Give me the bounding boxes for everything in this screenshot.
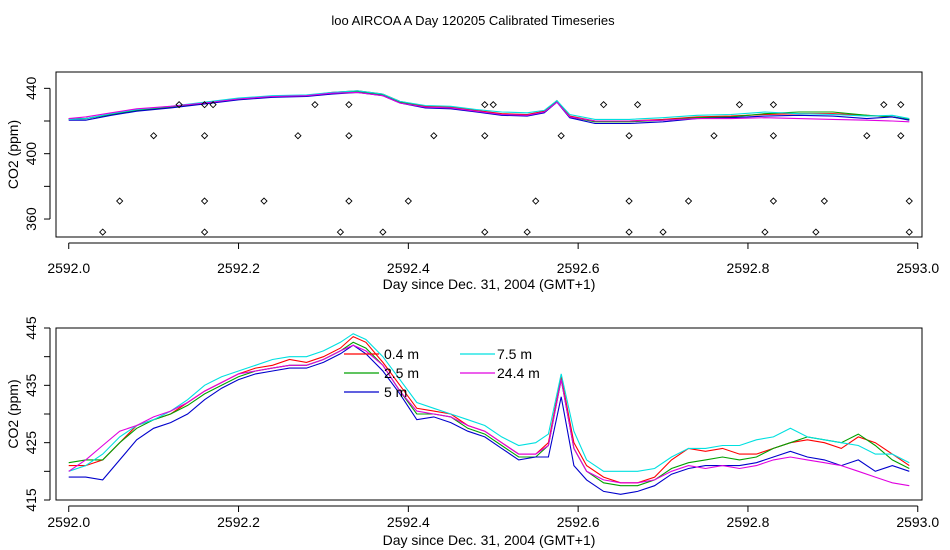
scatter-point xyxy=(812,228,820,236)
scatter-point xyxy=(897,101,905,109)
x-tick-label: 2592.0 xyxy=(47,514,90,530)
scatter-point xyxy=(200,228,209,236)
scatter-point xyxy=(481,101,489,109)
scatter-point xyxy=(735,101,744,109)
series-line-0-4-m xyxy=(68,335,910,484)
y-tick-label: 400 xyxy=(23,142,39,166)
scatter-point xyxy=(625,197,633,205)
top-panel: 2592.0 2592.2 2592.4 2592.6 2592.8 2593.0 Day … xyxy=(5,71,939,292)
legend: 0.4 m 2.5 m 5 m 7.5 m 24.4 m xyxy=(344,346,540,400)
series-line-7-5-m xyxy=(68,333,910,472)
scatter-point xyxy=(820,197,828,205)
scatter-point xyxy=(557,132,565,140)
scatter-point xyxy=(659,228,667,236)
x-tick-label: 2592.2 xyxy=(217,260,260,276)
scatter-point xyxy=(200,132,209,140)
legend-label: 24.4 m xyxy=(497,365,540,381)
scatter-point xyxy=(99,228,107,236)
scatter-point xyxy=(430,132,438,140)
series-line-2-5-m xyxy=(68,341,910,487)
plot-area xyxy=(68,90,913,236)
series-line-1 xyxy=(68,91,910,123)
y-tick-label: 415 xyxy=(23,488,39,512)
scatter-point xyxy=(769,101,778,109)
scatter-point xyxy=(379,228,387,236)
scatter-point xyxy=(532,197,540,205)
scatter-point xyxy=(769,132,778,140)
scatter-point xyxy=(625,228,633,236)
scatter-point xyxy=(599,101,608,109)
scatter-point xyxy=(260,197,268,205)
x-axis-label: Day since Dec. 31, 2004 (GMT+1) xyxy=(383,276,596,292)
x-tick-label: 2592.8 xyxy=(727,260,770,276)
scatter-point xyxy=(897,132,905,140)
scatter-point xyxy=(880,101,888,109)
scatter-point xyxy=(710,132,718,140)
scatter-point xyxy=(761,228,769,236)
y-tick-label: 435 xyxy=(23,373,39,397)
scatter-point xyxy=(294,132,302,140)
y-tick-label: 360 xyxy=(23,207,39,231)
x-tick-label: 2593.0 xyxy=(896,514,939,530)
x-axis-label: Day since Dec. 31, 2004 (GMT+1) xyxy=(383,532,596,548)
legend-label: 0.4 m xyxy=(384,346,419,362)
scatter-point xyxy=(633,101,642,109)
series-line-3 xyxy=(68,90,910,120)
legend-label: 5 m xyxy=(384,384,407,400)
x-tick-label: 2592.2 xyxy=(217,514,260,530)
scatter-point xyxy=(345,197,353,205)
x-tick-label: 2592.4 xyxy=(387,514,430,530)
scatter-point xyxy=(769,197,778,205)
scatter-point xyxy=(200,197,209,205)
legend-label: 7.5 m xyxy=(497,346,532,362)
x-tick-label: 2592.0 xyxy=(47,260,90,276)
legend-label: 2.5 m xyxy=(384,365,419,381)
scatter-point xyxy=(345,132,353,140)
series-line-2 xyxy=(68,91,910,125)
scatter-point xyxy=(863,132,871,140)
scatter-point xyxy=(200,101,209,109)
scatter-point xyxy=(116,197,124,205)
x-tick-label: 2592.6 xyxy=(557,260,600,276)
x-tick-label: 2593.0 xyxy=(896,260,939,276)
figure-title: loo AIRCOA A Day 120205 Calibrated Times… xyxy=(331,13,615,28)
series-line-0 xyxy=(68,90,910,122)
scatter-point xyxy=(481,228,489,236)
scatter-point xyxy=(345,101,353,109)
scatter-point xyxy=(209,101,217,109)
y-axis-label: CO2 (ppm) xyxy=(5,120,21,189)
scatter-point xyxy=(175,101,183,109)
plot-frame xyxy=(55,71,923,238)
x-tick-label: 2592.6 xyxy=(557,514,600,530)
scatter-point xyxy=(905,197,913,205)
series-line-4 xyxy=(68,91,910,123)
scatter-point xyxy=(150,132,158,140)
bottom-panel: 2592.0 2592.2 2592.4 2592.6 2592.8 2593.0 Day … xyxy=(5,316,939,548)
y-axis-label: CO2 (ppm) xyxy=(5,379,21,448)
scatter-point xyxy=(684,197,693,205)
y-tick-label: 440 xyxy=(23,76,39,100)
scatter-point xyxy=(905,228,913,236)
y-tick-label: 445 xyxy=(23,316,39,340)
scatter-point xyxy=(311,101,319,109)
scatter-point xyxy=(625,132,633,140)
scatter-point xyxy=(523,228,531,236)
series-line-5-m xyxy=(68,344,910,495)
x-tick-label: 2592.4 xyxy=(387,260,430,276)
y-tick-label: 425 xyxy=(23,431,39,455)
x-tick-label: 2592.8 xyxy=(727,514,770,530)
scatter-point xyxy=(336,228,345,236)
plot-frame xyxy=(55,327,923,501)
scatter-point xyxy=(404,197,412,205)
plot-area xyxy=(68,333,910,495)
scatter-point xyxy=(489,101,497,109)
series-line-24-4-m xyxy=(68,344,910,487)
scatter-point xyxy=(481,132,489,140)
